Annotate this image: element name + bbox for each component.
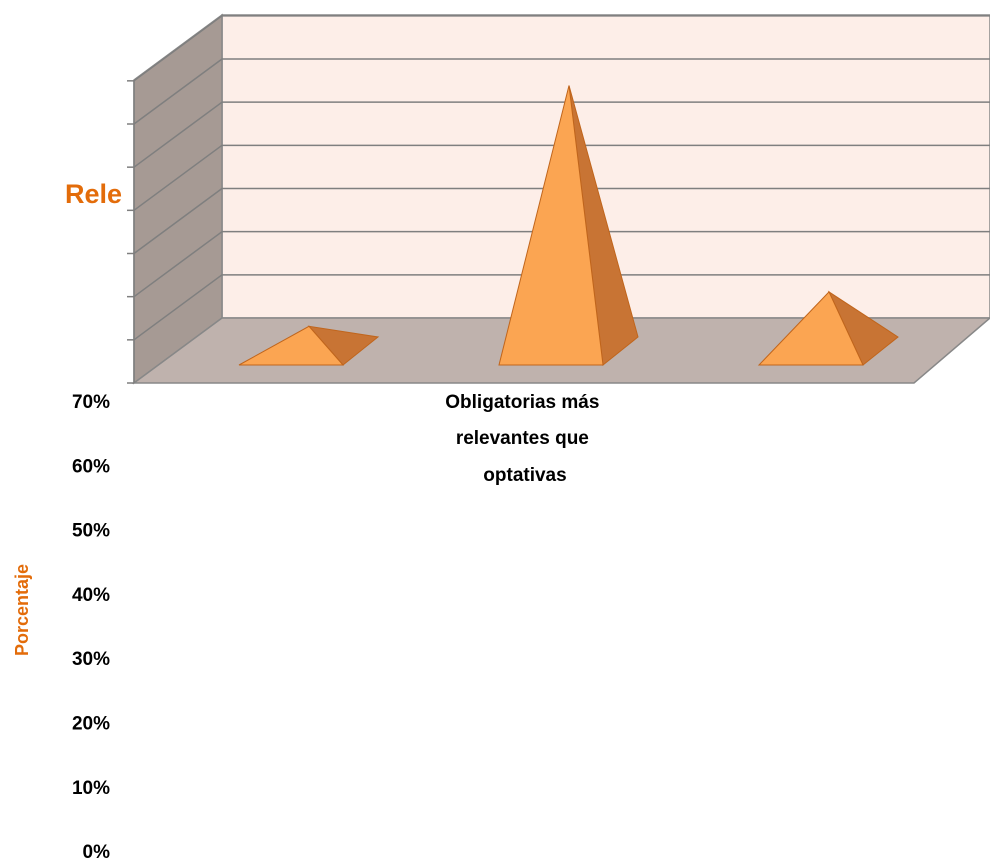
gridline-side	[133, 144, 223, 211]
y-axis-label: Porcentaje	[12, 564, 32, 656]
y-tick-labels: 70% 60% 50% 40% 30% 20% 10% 0%	[72, 392, 110, 861]
category-label-2-line-1: Obligatorias más	[445, 392, 599, 413]
axis-tick-marks	[127, 80, 135, 384]
y-tick-label-0pct: 0%	[83, 842, 111, 861]
gridline-side	[133, 101, 223, 168]
gridline-side	[133, 58, 223, 125]
bars	[238, 85, 899, 366]
y-tick-label-60pct: 60%	[72, 456, 110, 477]
bar-3	[757, 290, 899, 366]
bar-2	[498, 85, 639, 366]
y-tick-label-40pct: 40%	[72, 585, 110, 606]
bar-1	[238, 325, 380, 366]
bar-2-front-face	[498, 85, 604, 366]
y-tick-label-50pct: 50%	[72, 521, 110, 542]
y-tick-label-70pct: 70%	[72, 392, 110, 413]
gridline-side	[133, 15, 223, 82]
gridline-side	[133, 231, 223, 298]
bar-3-front-face	[757, 291, 864, 366]
y-tick-label-20pct: 20%	[72, 714, 110, 735]
bar-1-front-face	[238, 325, 345, 366]
category-label-2-line-2: relevantes que	[456, 428, 589, 449]
category-label-2: Obligatorias más relevantes que optativa…	[445, 392, 604, 486]
y-tick-label-30pct: 30%	[72, 649, 110, 670]
gridline-side	[133, 274, 223, 341]
category-label-2-line-3: optativas	[483, 465, 566, 486]
y-tick-label-10pct: 10%	[72, 778, 110, 799]
chart-title: Rele	[65, 179, 122, 209]
gridline-side	[133, 187, 223, 255]
